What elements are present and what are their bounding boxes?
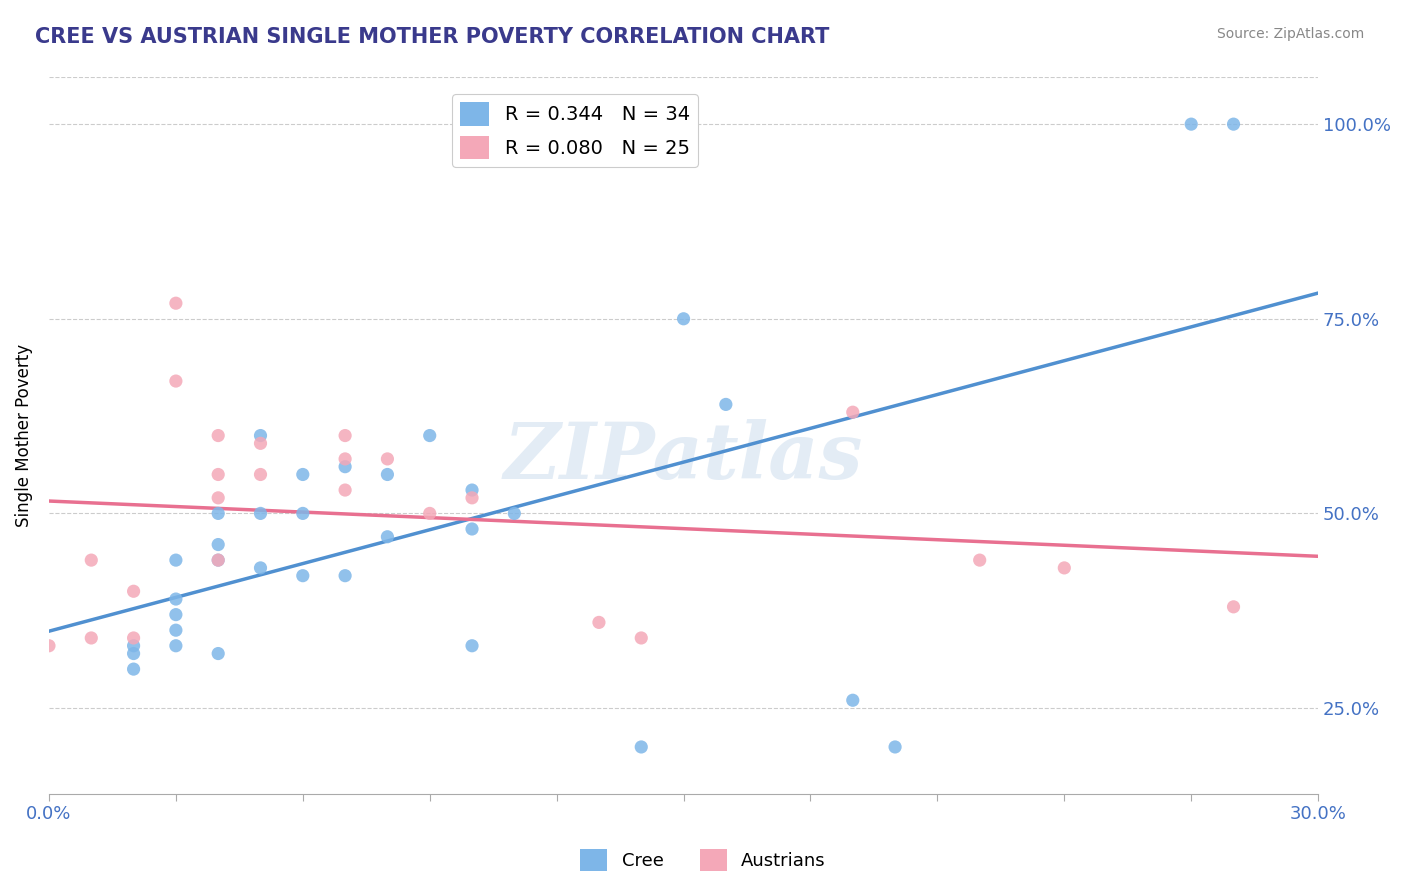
- Point: [377, 451, 399, 466]
- Point: [588, 615, 610, 630]
- Point: [461, 522, 484, 536]
- Point: [1180, 117, 1202, 131]
- Point: [842, 405, 865, 419]
- Point: [249, 436, 271, 450]
- Point: [419, 428, 441, 442]
- Point: [165, 374, 187, 388]
- Point: [207, 553, 229, 567]
- Point: [419, 507, 441, 521]
- Point: [1222, 117, 1244, 131]
- Point: [207, 507, 229, 521]
- Point: [714, 397, 737, 411]
- Point: [122, 631, 145, 645]
- Point: [672, 311, 695, 326]
- Legend: Cree, Austrians: Cree, Austrians: [572, 842, 834, 879]
- Point: [165, 639, 187, 653]
- Point: [291, 568, 314, 582]
- Point: [80, 631, 103, 645]
- Point: [333, 451, 356, 466]
- Point: [291, 467, 314, 482]
- Point: [80, 553, 103, 567]
- Point: [630, 739, 652, 754]
- Point: [207, 467, 229, 482]
- Point: [122, 662, 145, 676]
- Point: [461, 483, 484, 497]
- Point: [333, 483, 356, 497]
- Point: [377, 530, 399, 544]
- Point: [165, 296, 187, 310]
- Point: [249, 428, 271, 442]
- Point: [1222, 599, 1244, 614]
- Point: [291, 507, 314, 521]
- Point: [207, 491, 229, 505]
- Point: [207, 537, 229, 551]
- Point: [333, 459, 356, 474]
- Point: [461, 639, 484, 653]
- Point: [207, 428, 229, 442]
- Point: [122, 584, 145, 599]
- Point: [333, 428, 356, 442]
- Point: [122, 639, 145, 653]
- Point: [249, 561, 271, 575]
- Point: [333, 568, 356, 582]
- Point: [461, 491, 484, 505]
- Point: [377, 467, 399, 482]
- Point: [122, 647, 145, 661]
- Point: [207, 553, 229, 567]
- Point: [38, 639, 60, 653]
- Point: [165, 553, 187, 567]
- Point: [969, 553, 991, 567]
- Point: [884, 739, 907, 754]
- Point: [249, 467, 271, 482]
- Point: [503, 507, 526, 521]
- Point: [1053, 561, 1076, 575]
- Point: [249, 507, 271, 521]
- Text: Source: ZipAtlas.com: Source: ZipAtlas.com: [1216, 27, 1364, 41]
- Legend: R = 0.344   N = 34, R = 0.080   N = 25: R = 0.344 N = 34, R = 0.080 N = 25: [453, 95, 697, 167]
- Point: [630, 631, 652, 645]
- Point: [842, 693, 865, 707]
- Point: [165, 623, 187, 637]
- Point: [165, 592, 187, 607]
- Text: ZIPatlas: ZIPatlas: [503, 419, 863, 495]
- Text: CREE VS AUSTRIAN SINGLE MOTHER POVERTY CORRELATION CHART: CREE VS AUSTRIAN SINGLE MOTHER POVERTY C…: [35, 27, 830, 46]
- Y-axis label: Single Mother Poverty: Single Mother Poverty: [15, 344, 32, 527]
- Point: [165, 607, 187, 622]
- Point: [207, 647, 229, 661]
